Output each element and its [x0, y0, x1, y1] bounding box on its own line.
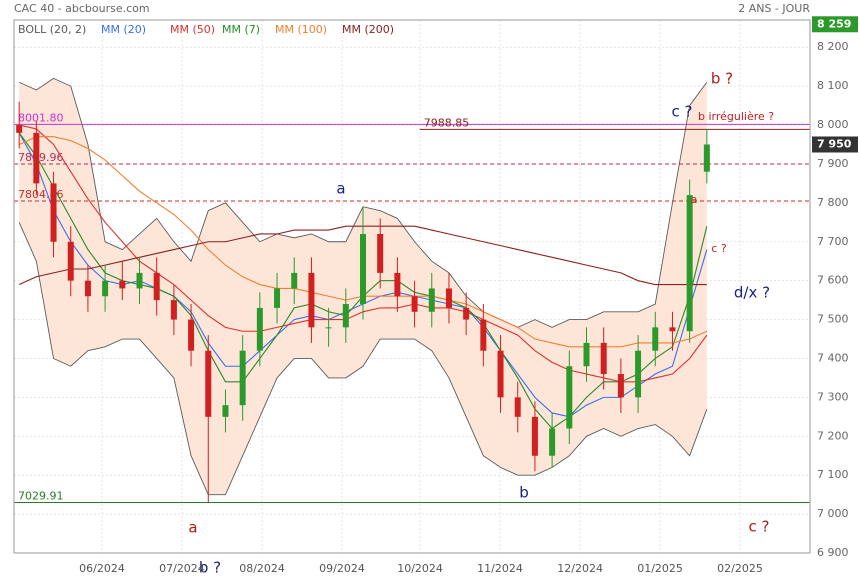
y-tick-label: 7 300	[817, 390, 849, 403]
y-tick-label: 7 200	[817, 429, 849, 442]
period: 2 ANS - JOUR	[738, 2, 810, 15]
candle-body	[170, 300, 177, 320]
annotation: c ?	[672, 103, 693, 121]
x-tick-label: 12/2024	[557, 562, 603, 575]
y-tick-label: 7 800	[817, 196, 849, 209]
price-marker	[812, 136, 858, 153]
candle-body	[531, 416, 538, 456]
candle-body	[497, 350, 504, 398]
annotation: b ?	[711, 70, 733, 88]
candle-body	[16, 125, 23, 133]
x-tick-label: 11/2024	[477, 562, 523, 575]
candle-body	[50, 183, 57, 242]
candle-body	[205, 350, 212, 417]
annotation: d/x ?	[734, 284, 770, 302]
candle-body	[291, 272, 298, 289]
candle-body	[342, 304, 349, 328]
annotation: a	[336, 180, 345, 198]
annotation: b ?	[199, 559, 221, 577]
candle-body	[514, 397, 521, 417]
candle-body	[428, 288, 435, 312]
candle-body	[617, 374, 624, 398]
candle-body	[566, 366, 573, 429]
candle-body	[411, 296, 418, 312]
candle-body	[635, 350, 642, 398]
candle-body	[308, 272, 315, 328]
candle-body	[325, 327, 332, 329]
candle-body	[445, 288, 452, 308]
candle-body	[549, 428, 556, 456]
candle-body	[394, 272, 401, 297]
annotation: a	[691, 193, 698, 206]
plot: 8001.80 7899.96 7804.86 7029.91 7988.85 BOLL …	[14, 20, 810, 554]
y-tick-label: 7 400	[817, 351, 849, 364]
legend-entry: MM (100)	[275, 23, 327, 36]
candle-body	[360, 233, 367, 305]
candle-body	[463, 307, 470, 320]
legend-entry: BOLL (20, 2)	[18, 23, 86, 36]
legend-entry: MM (7)	[222, 23, 260, 36]
candle-body	[188, 319, 195, 351]
x-tick-label: 01/2025	[637, 562, 683, 575]
x-tick-label: 06/2024	[79, 562, 125, 575]
x-tick-label: 07/2024	[159, 562, 205, 575]
candle-body	[703, 144, 710, 172]
candle-body	[84, 280, 91, 297]
x-tick-label: 02/2025	[717, 562, 763, 575]
legend-entry: MM (20)	[101, 23, 146, 36]
annotation: c ?	[749, 518, 770, 536]
candle-body	[600, 342, 607, 375]
y-tick-label: 6 900	[817, 546, 849, 559]
candle-body	[102, 280, 109, 297]
candle-body	[33, 132, 40, 184]
legend-entry: MM (200)	[342, 23, 394, 36]
candle-body	[239, 350, 246, 406]
y-tick-label: 8 100	[817, 79, 849, 92]
candle-body	[119, 280, 126, 289]
chart-title: CAC 40 - abcbourse.com	[14, 2, 150, 15]
annotation: a	[188, 519, 197, 537]
candle-body	[480, 319, 487, 351]
candle-body	[153, 272, 160, 301]
level-label: 7029.91	[18, 489, 64, 502]
annotation: b	[519, 484, 529, 502]
x-tick-label: 09/2024	[319, 562, 365, 575]
price-marker	[812, 16, 858, 33]
y-tick-label: 7 100	[817, 468, 849, 481]
legend-entry: MM (50)	[170, 23, 215, 36]
x-tick-label: 08/2024	[239, 562, 285, 575]
annotation: c ?	[711, 242, 727, 255]
bollinger-lower	[18, 222, 708, 496]
candle-body	[377, 233, 384, 273]
candle-body	[274, 288, 281, 308]
candle-body	[67, 241, 74, 281]
y-tick-label: 7 900	[817, 157, 849, 170]
candle-body	[686, 195, 693, 332]
level-label: 7804.86	[18, 188, 64, 201]
annotation: b irrégulière ?	[698, 110, 774, 123]
plot-frame	[13, 19, 811, 554]
candle-body	[222, 405, 229, 417]
candle-body	[669, 327, 676, 332]
level-label: 7988.85	[424, 116, 470, 129]
price-marker-label: 8 259	[817, 17, 851, 30]
candle-body	[256, 307, 263, 351]
y-tick-label: 7 000	[817, 507, 849, 520]
candle-body	[652, 327, 659, 351]
x-tick-label: 10/2024	[397, 562, 443, 575]
level-label: 8001.80	[18, 111, 64, 124]
y-tick-label: 7 500	[817, 313, 849, 326]
y-tick-label: 8 000	[817, 118, 849, 131]
candle-body	[583, 342, 590, 367]
y-tick-label: 7 700	[817, 235, 849, 248]
y-tick-label: 7 600	[817, 274, 849, 287]
candle-body	[136, 272, 143, 289]
level-label: 7899.96	[18, 151, 64, 164]
y-tick-label: 8 200	[817, 40, 849, 53]
price-marker-label: 7 950	[817, 137, 852, 150]
